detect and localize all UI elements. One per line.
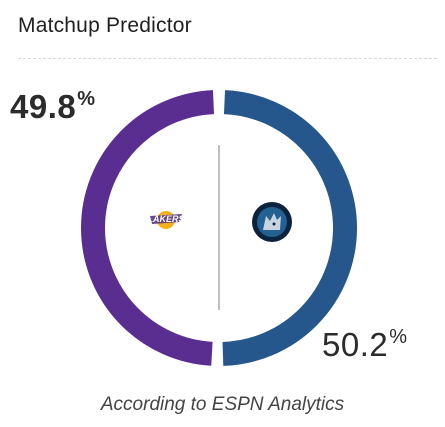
lakers-win-percentage: 49.8% <box>10 88 95 126</box>
lakers-probability-arc[interactable] <box>81 90 215 366</box>
timberwolves-probability-arc[interactable] <box>222 90 358 366</box>
timberwolves-logo-icon <box>252 202 292 242</box>
analytics-caption: According to ESPN Analytics <box>100 394 345 415</box>
timberwolves-win-percentage: 50.2% <box>322 326 407 364</box>
lakers-logo-icon: LAKERS <box>147 211 185 229</box>
svg-text:LAKERS: LAKERS <box>147 214 184 224</box>
timberwolves-percentage-value: 50.2 <box>322 326 389 363</box>
timberwolves-percent-symbol: % <box>389 326 408 348</box>
lakers-percent-symbol: % <box>77 88 96 110</box>
widget-title: Matchup Predictor <box>18 14 192 37</box>
lakers-percentage-value: 49.8 <box>10 88 77 125</box>
title-divider <box>18 58 437 59</box>
